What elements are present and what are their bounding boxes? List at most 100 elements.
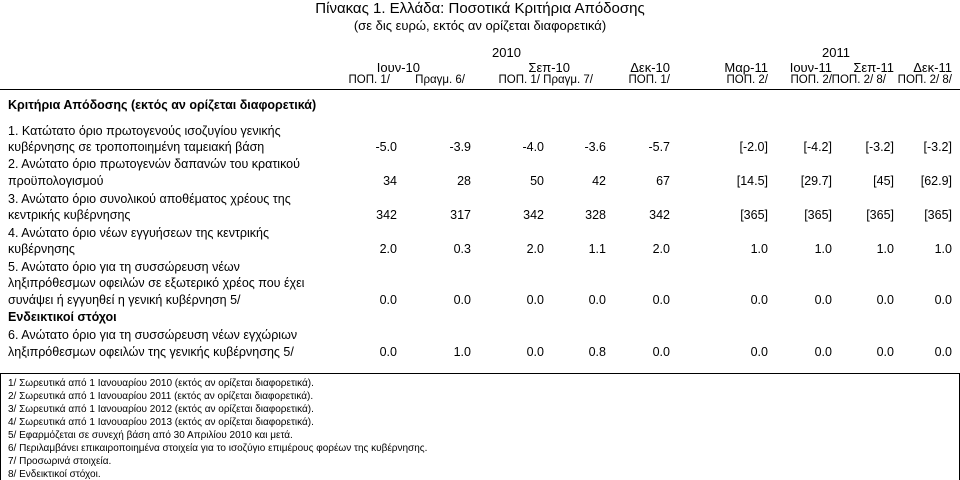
value-cell: 0.0 — [526, 293, 544, 307]
col-sub-5: ΠΟΠ. 1/ — [628, 74, 670, 86]
value-cell: 1.0 — [814, 242, 832, 256]
value-cell: [-3.2] — [865, 140, 895, 154]
footnote: 3/ Σωρευτικά από 1 Ιανουαρίου 2012 (εκτό… — [8, 404, 314, 415]
footnote-left-rule — [0, 374, 1, 480]
value-cell: 0.0 — [652, 345, 670, 359]
value-cell: -3.9 — [449, 140, 471, 154]
row-label-line: ληξιπρόθεσμων οφειλών σε εξωτερικό χρέος… — [8, 276, 305, 290]
indicative-heading: Ενδεικτικοί στόχοι — [8, 310, 117, 324]
value-cell: 50 — [530, 174, 544, 188]
value-cell: 0.0 — [814, 345, 832, 359]
col-month-7: Ιουν-11 — [789, 60, 832, 75]
value-cell: 0.0 — [379, 293, 397, 307]
value-cell: 28 — [457, 174, 471, 188]
value-cell: 1.0 — [876, 242, 894, 256]
row-label-line: προϋπολογισμού — [8, 174, 104, 188]
value-cell: 0.0 — [750, 293, 768, 307]
value-cell: [29.7] — [800, 174, 832, 188]
value-cell: [-3.2] — [923, 140, 953, 154]
value-cell: 342 — [523, 208, 544, 222]
value-cell: [-4.2] — [803, 140, 833, 154]
value-cell: -4.0 — [522, 140, 544, 154]
row-label-line: 1. Κατώτατο όριο πρωτογενούς ισοζυγίου γ… — [8, 124, 281, 138]
col-sub-6: ΠΟΠ. 2/ — [726, 74, 768, 86]
value-cell: 67 — [656, 174, 670, 188]
row-label-line: 2. Ανώτατο όριο πρωτογενών δαπανών του κ… — [8, 157, 300, 171]
value-cell: 0.0 — [588, 293, 606, 307]
col-sub-9: ΠΟΠ. 2/ 8/ — [897, 74, 952, 86]
value-cell: 0.8 — [588, 345, 606, 359]
table-subtitle: (σε δις ευρώ, εκτός αν ορίζεται διαφορετ… — [353, 18, 607, 33]
value-cell: [14.5] — [736, 174, 768, 188]
row-label-line: ληξιπρόθεσμων οφειλών της γενικής κυβέρν… — [8, 345, 294, 359]
value-cell: [45] — [873, 174, 894, 188]
row-label-line: 6. Ανώτατο όριο για τη συσσώρευση νέων ε… — [8, 328, 298, 342]
value-cell: 0.0 — [934, 345, 952, 359]
value-cell: 0.0 — [876, 293, 894, 307]
value-cell: 328 — [585, 208, 606, 222]
col-month-8: Σεπ-11 — [853, 60, 894, 75]
table-title: Πίνακας 1. Ελλάδα: Ποσοτικά Κριτήρια Από… — [315, 0, 645, 17]
col-sub-3: ΠΟΠ. 1/ — [498, 74, 540, 86]
footnote: 1/ Σωρευτικά από 1 Ιανουαρίου 2010 (εκτό… — [8, 378, 314, 389]
value-cell: [365] — [866, 208, 894, 222]
value-cell: 1.0 — [453, 345, 471, 359]
value-cell: 0.0 — [526, 345, 544, 359]
value-cell: 2.0 — [526, 242, 544, 256]
footnote: 6/ Περιλαμβάνει επικαιροποιημένα στοιχεί… — [8, 443, 428, 454]
value-cell: 2.0 — [379, 242, 397, 256]
value-cell: [62.9] — [920, 174, 952, 188]
footnote: 5/ Εφαρμόζεται σε συνεχή βάση από 30 Απρ… — [8, 430, 293, 441]
value-cell: 317 — [450, 208, 471, 222]
value-cell: 0.0 — [934, 293, 952, 307]
footnote: 4/ Σωρευτικά από 1 Ιανουαρίου 2013 (εκτό… — [8, 417, 314, 428]
value-cell: [365] — [924, 208, 952, 222]
year-2011-header: 2011 — [822, 45, 850, 60]
value-cell: 0.3 — [453, 242, 471, 256]
col-month-3: Σεπ-10 — [528, 60, 570, 75]
col-month-9: Δεκ-11 — [913, 60, 952, 75]
value-cell: 1.1 — [588, 242, 606, 256]
value-cell: 0.0 — [750, 345, 768, 359]
value-cell: 0.0 — [453, 293, 471, 307]
footnote: 7/ Προσωρινά στοιχεία. — [8, 456, 112, 467]
value-cell: 342 — [649, 208, 670, 222]
col-sub-8: ΠΟΠ. 2/ 8/ — [831, 74, 886, 86]
col-sub-1: ΠΟΠ. 1/ — [348, 74, 390, 86]
row-label-line: 3. Ανώτατο όριο συνολικού αποθέματος χρέ… — [8, 192, 291, 206]
row-label-line: κεντρικής κυβέρνησης — [8, 208, 131, 222]
value-cell: 1.0 — [934, 242, 952, 256]
col-sub-2: Πραγμ. 6/ — [415, 74, 465, 86]
value-cell: 0.0 — [379, 345, 397, 359]
footnote-top-rule — [0, 373, 960, 374]
footnote: 8/ Ενδεικτικοί στόχοι. — [8, 469, 101, 480]
value-cell: 2.0 — [652, 242, 670, 256]
row-label-line: κυβέρνησης σε τροποποιημένη ταμειακή βάσ… — [8, 140, 265, 154]
col-sub-7: ΠΟΠ. 2/ — [790, 74, 832, 86]
value-cell: 42 — [592, 174, 606, 188]
year-2010-header: 2010 — [492, 45, 521, 60]
header-rule — [0, 89, 960, 90]
col-sub-4: Πραγμ. 7/ — [543, 74, 593, 86]
value-cell: -5.0 — [375, 140, 397, 154]
row-label-line: 5. Ανώτατο όριο για τη συσσώρευση νέων — [8, 260, 240, 274]
footnote: 2/ Σωρευτικά από 1 Ιανουαρίου 2011 (εκτό… — [8, 391, 314, 402]
value-cell: 0.0 — [814, 293, 832, 307]
value-cell: 1.0 — [750, 242, 768, 256]
value-cell: -5.7 — [648, 140, 670, 154]
col-month-5: Δεκ-10 — [630, 60, 670, 75]
col-month-1: Ιουν-10 — [376, 60, 420, 75]
col-month-6: Μαρ-11 — [724, 60, 768, 75]
row-label-line: 4. Ανώτατο όριο νέων εγγυήσεων της κεντρ… — [8, 226, 270, 240]
row-label-line: συνάψει ή εγγυηθεί η γενική κυβέρνηση 5/ — [8, 293, 241, 307]
value-cell: 34 — [383, 174, 397, 188]
section-heading: Κριτήρια Απόδοσης (εκτός αν ορίζεται δια… — [8, 98, 317, 112]
value-cell: -3.6 — [584, 140, 606, 154]
row-label-line: κυβέρνησης — [8, 242, 75, 256]
value-cell: [-2.0] — [739, 140, 769, 154]
value-cell: [365] — [740, 208, 768, 222]
value-cell: 342 — [376, 208, 397, 222]
value-cell: 0.0 — [652, 293, 670, 307]
value-cell: 0.0 — [876, 345, 894, 359]
value-cell: [365] — [804, 208, 832, 222]
